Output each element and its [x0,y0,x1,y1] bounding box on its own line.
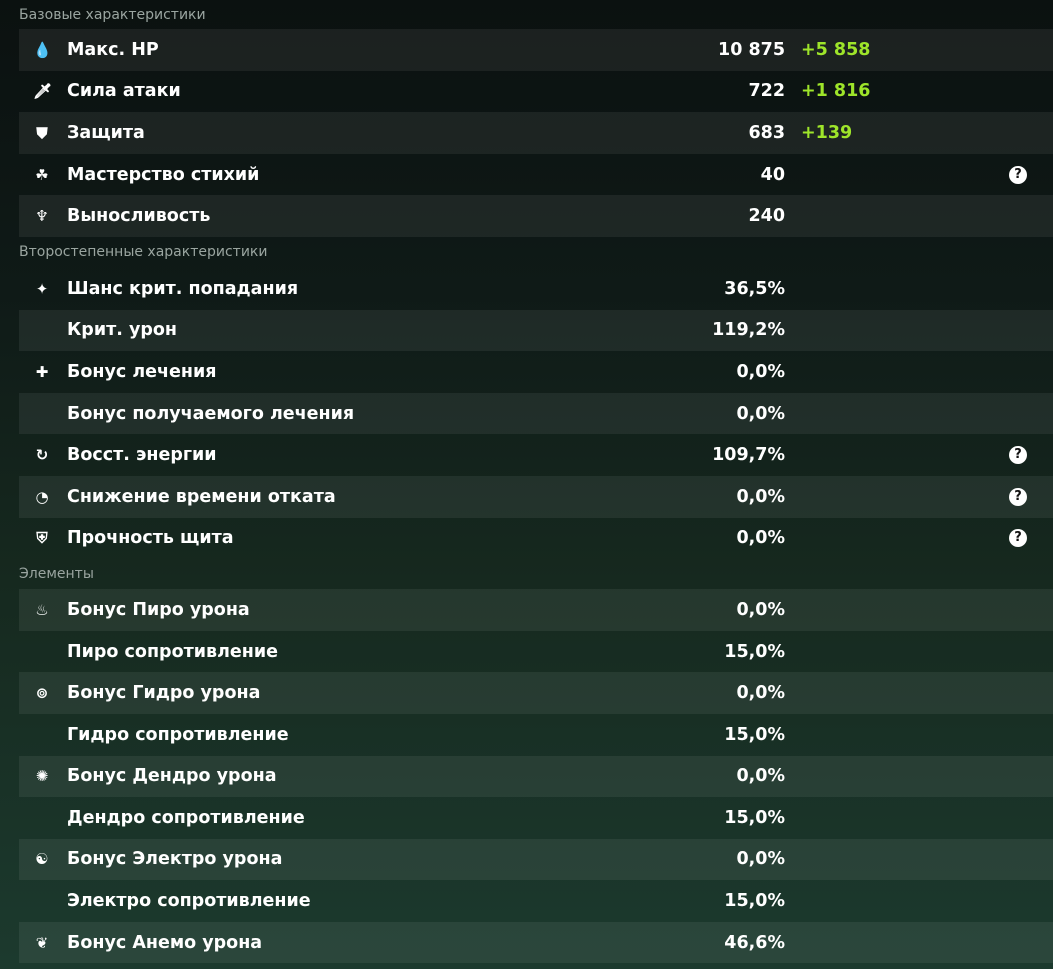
stat-value: 36,5% [724,278,785,299]
stat-row: Дендро сопротивление 15,0% [19,797,1053,839]
dendro-icon: ✺ [35,767,49,786]
stat-value: 0,0% [736,683,785,704]
stat-row: Электро сопротивление 15,0% [19,880,1053,922]
stat-value: 40 [760,164,785,185]
stat-value: 0,0% [736,766,785,787]
stat-label: Мастерство стихий [67,164,260,185]
stat-value: 683 [748,122,785,143]
stat-value: 15,0% [724,891,785,912]
stat-label: Шанс крит. попадания [67,278,299,299]
stat-row: Крит. урон 119,2% [19,309,1053,352]
help-icon[interactable]: ? [1009,165,1027,184]
stat-row: Бонус получаемого лечения 0,0% [19,392,1053,435]
stamina-icon: ♆ [35,207,49,226]
stat-row: ⛨ Прочность щита 0,0%? [19,518,1053,560]
stat-row: ✺ Бонус Дендро урона 0,0% [19,755,1053,798]
help-icon[interactable]: ? [1009,446,1027,465]
stat-bonus: +5 858 [801,39,871,60]
stat-value: 0,0% [736,486,785,507]
shield-icon: ⛊ [36,123,48,142]
stat-value: 15,0% [724,641,785,662]
crit-rate-icon: ✦ [35,279,49,298]
hydro-icon: ⊚ [35,684,49,703]
stat-value: 240 [748,206,785,227]
energy-recharge-icon: ↻ [35,446,49,465]
stat-label: Прочность щита [67,528,234,549]
stat-row: ◔ Снижение времени отката 0,0%? [19,475,1053,518]
help-icon[interactable]: ? [1009,529,1027,548]
stat-row: 💧 Макс. HP 10 875 +5 858 [19,29,1053,71]
stat-value: 109,7% [712,445,785,466]
stat-value: 722 [748,81,785,102]
stat-label: Бонус Пиро урона [67,599,250,620]
stat-row: ↻ Восст. энергии 109,7%? [19,434,1053,476]
stat-label: Бонус Электро урона [67,849,283,870]
stat-row: ⛊ Защита 683 +139 [19,112,1053,154]
stat-label: Электро сопротивление [67,891,311,912]
stat-row: ♆ Выносливость 240 [19,195,1053,237]
stat-label: Дендро сопротивление [67,807,305,828]
stat-label: Бонус Дендро урона [67,766,277,787]
stat-row: ⊚ Бонус Гидро урона 0,0% [19,672,1053,714]
stat-value: 0,0% [736,361,785,382]
stat-row: Пиро сопротивление 15,0% [19,631,1053,673]
stat-bonus: +139 [801,122,853,143]
section-header: Элементы [19,566,94,583]
stat-label: Снижение времени отката [67,486,336,507]
cooldown-icon: ◔ [35,487,49,506]
stat-row: ☘ Мастерство стихий 40? [19,154,1053,196]
elemental-mastery-icon: ☘ [35,165,49,184]
hp-drop-icon: 💧 [33,40,52,59]
stat-label: Макс. HP [67,39,159,60]
pyro-icon: ♨ [35,600,49,619]
stat-row: ❦ Бонус Анемо урона 46,6% [19,921,1053,964]
stat-label: Крит. урон [67,320,178,341]
stat-label: Защита [67,122,145,143]
sword-icon: 🗡 [33,82,53,101]
stat-value: 0,0% [736,403,785,424]
stat-value: 0,0% [736,599,785,620]
stats-panel: Базовые характеристики 💧 Макс. HP 10 875 +5 … [19,0,1053,964]
stat-row: ✚ Бонус лечения 0,0% [19,351,1053,393]
stat-row: Гидро сопротивление 15,0% [19,714,1053,756]
stat-bonus: +1 816 [801,81,871,102]
stat-label: Бонус получаемого лечения [67,403,355,424]
stat-label: Сила атаки [67,81,181,102]
help-icon[interactable]: ? [1009,487,1027,506]
shield-strength-icon: ⛨ [36,529,48,548]
stat-value: 119,2% [712,320,785,341]
stat-label: Гидро сопротивление [67,724,289,745]
stat-value: 15,0% [724,724,785,745]
stat-value: 0,0% [736,849,785,870]
stat-row: ☯ Бонус Электро урона 0,0% [19,838,1053,881]
stat-value: 46,6% [724,932,785,953]
healing-cross-icon: ✚ [35,362,49,381]
stat-label: Бонус лечения [67,361,217,382]
stat-value: 10 875 [718,39,785,60]
stat-label: Бонус Гидро урона [67,683,261,704]
electro-icon: ☯ [35,850,49,869]
stat-label: Пиро сопротивление [67,641,278,662]
section-header: Второстепенные характеристики [19,244,268,261]
stat-row: ♨ Бонус Пиро урона 0,0% [19,589,1053,631]
stat-row: ✦ Шанс крит. попадания 36,5% [19,268,1053,310]
stat-label: Выносливость [67,206,211,227]
section-header: Базовые характеристики [19,6,206,23]
stat-value: 15,0% [724,807,785,828]
stat-row: 🗡 Сила атаки 722 +1 816 [19,71,1053,113]
anemo-icon: ❦ [35,933,49,952]
stat-label: Восст. энергии [67,445,217,466]
stat-label: Бонус Анемо урона [67,932,263,953]
stat-value: 0,0% [736,528,785,549]
